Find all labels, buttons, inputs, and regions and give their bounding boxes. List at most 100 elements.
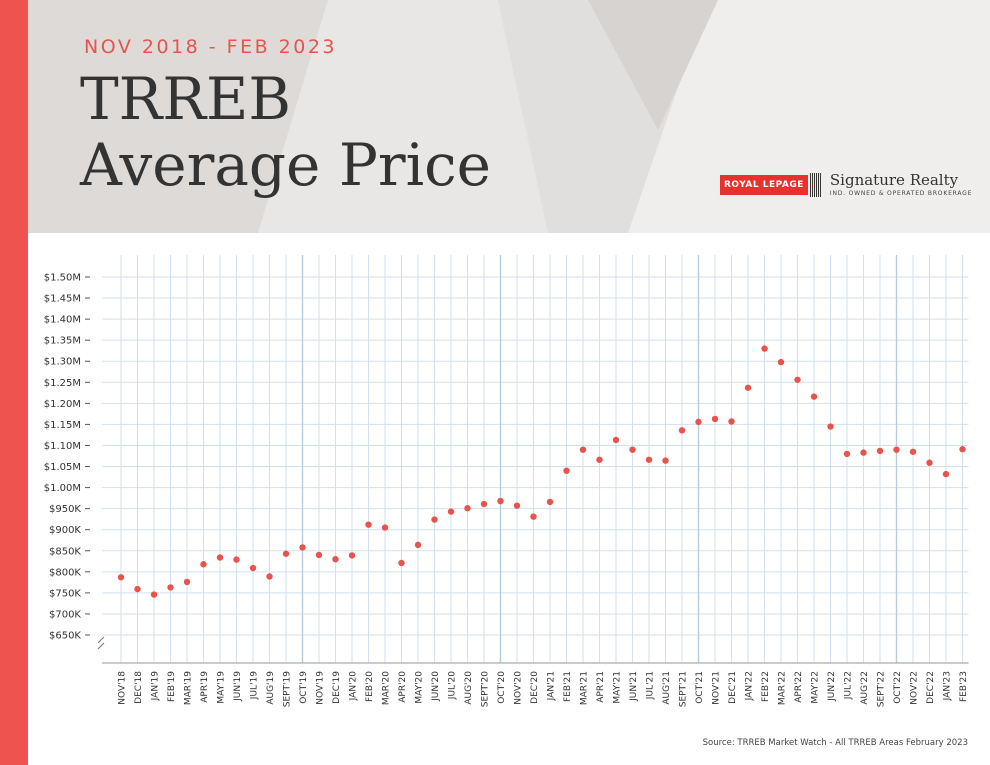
data-point (249, 564, 257, 572)
x-tick-label: JAN'20 (349, 671, 359, 702)
y-tick-label: $1.50M (44, 273, 81, 284)
title-line-1: TRREB (80, 65, 291, 133)
x-tick-label: JUL'20 (448, 671, 458, 700)
x-tick-label: JUN'21 (629, 671, 639, 702)
y-tick-label: $1.25M (44, 378, 81, 389)
data-point (711, 415, 719, 423)
y-tick-label: $1.05M (44, 462, 81, 473)
x-tick-label: JAN'22 (745, 671, 755, 701)
source-note: Source: TRREB Market Watch - All TRREB A… (702, 738, 968, 748)
x-tick-label: JUN'20 (431, 671, 441, 702)
data-point (513, 502, 521, 509)
axis-break-mark (97, 636, 105, 644)
logo-text: Signature Realty IND. OWNED & OPERATED B… (830, 172, 972, 197)
x-tick-label: FEB'22 (761, 671, 771, 702)
x-tick-label: OCT'21 (695, 671, 705, 704)
data-point (810, 393, 818, 400)
data-point (678, 427, 686, 434)
data-point (777, 358, 785, 366)
x-tick-label: SEPT'21 (679, 671, 689, 707)
title-line-2: Average Price (80, 131, 491, 199)
data-point (579, 446, 587, 453)
y-tick-label: $1.45M (44, 294, 81, 305)
data-point (794, 376, 801, 383)
data-point (744, 384, 752, 391)
y-tick-label: $1.15M (44, 420, 81, 431)
data-point (695, 418, 702, 426)
data-point (860, 449, 867, 456)
x-tick-label: NOV'18 (118, 671, 128, 705)
x-tick-label: JUL'22 (844, 671, 854, 700)
header-background (28, 0, 990, 233)
x-tick-label: JAN'23 (943, 671, 953, 701)
y-tick-label: $1.00M (44, 483, 81, 494)
x-tick-label: JUL'21 (646, 671, 656, 700)
data-point (398, 559, 405, 567)
x-tick-label: OCT'20 (497, 671, 507, 704)
x-tick-label: NOV'21 (712, 671, 722, 705)
page-subtitle: NOV 2018 - FEB 2023 (84, 36, 338, 58)
data-point (167, 584, 174, 591)
data-point (365, 521, 372, 528)
x-tick-label: MAY'19 (217, 671, 227, 704)
axis-break-mark (97, 642, 105, 650)
data-point (596, 456, 603, 463)
x-tick-label: AUG'22 (860, 671, 870, 705)
x-tick-label: DEC'20 (530, 671, 540, 704)
data-point (216, 554, 224, 561)
y-tick-label: $1.10M (44, 441, 81, 452)
x-tick-label: APR'20 (398, 671, 408, 703)
logo-bars (809, 172, 822, 197)
data-point (827, 423, 834, 430)
data-point (728, 418, 735, 425)
x-tick-label: FEB'20 (365, 671, 375, 702)
data-point (282, 550, 290, 557)
x-tick-label: OCT'22 (893, 671, 903, 704)
data-point (150, 591, 158, 598)
y-tick-label: $900K (49, 525, 81, 536)
data-point (233, 556, 240, 563)
y-tick-label: $950K (49, 504, 81, 515)
data-point (480, 500, 488, 508)
header-banner: NOV 2018 - FEB 2023 TRREB Average Price … (28, 0, 990, 233)
x-tick-label: JUN'22 (827, 671, 837, 702)
x-tick-label: MAR'20 (382, 671, 392, 705)
x-tick-label: AUG'20 (464, 671, 474, 705)
data-point (662, 457, 669, 464)
data-point (200, 561, 207, 568)
data-point (645, 456, 653, 463)
data-point (183, 578, 191, 586)
x-tick-label: JUL'19 (250, 671, 260, 700)
data-point (530, 513, 537, 520)
x-tick-label: JAN'21 (547, 671, 557, 701)
y-tick-label: $1.40M (44, 315, 81, 326)
page-title: TRREB Average Price (80, 66, 491, 198)
data-point (381, 524, 389, 531)
x-tick-label: AUG'19 (266, 671, 276, 705)
x-tick-label: FEB'23 (959, 671, 969, 702)
data-point (315, 551, 323, 559)
x-tick-label: FEB'21 (563, 671, 573, 702)
brand-logo: ROYAL LEPAGE Signature Realty IND. OWNED… (720, 172, 972, 197)
price-chart: $1.50M $1.45M $1.40M $1.35M $1.30M $1.25M $1.2… (44, 255, 969, 708)
x-tick-label: NOV'22 (910, 671, 920, 705)
x-tick-label: DEC'19 (332, 671, 342, 704)
data-point (546, 498, 554, 506)
data-point (876, 447, 884, 455)
x-tick-label: DEC'22 (926, 671, 936, 704)
x-tick-label: MAY'21 (613, 671, 623, 704)
data-point (414, 541, 422, 549)
y-tick-label: $1.35M (44, 336, 81, 347)
x-tick-label: SEPT'20 (481, 671, 491, 708)
data-point (497, 497, 504, 505)
brand-name: Signature Realty (829, 171, 959, 189)
x-tick-label: APR'21 (596, 671, 606, 703)
y-tick-label: $650K (49, 631, 81, 642)
data-point (909, 448, 917, 455)
data-point (563, 467, 570, 474)
y-tick-label: $750K (49, 588, 81, 599)
y-tick-label: $700K (49, 609, 81, 620)
data-point (893, 446, 900, 453)
data-point (117, 574, 125, 581)
x-tick-label: DEC'18 (134, 671, 144, 704)
